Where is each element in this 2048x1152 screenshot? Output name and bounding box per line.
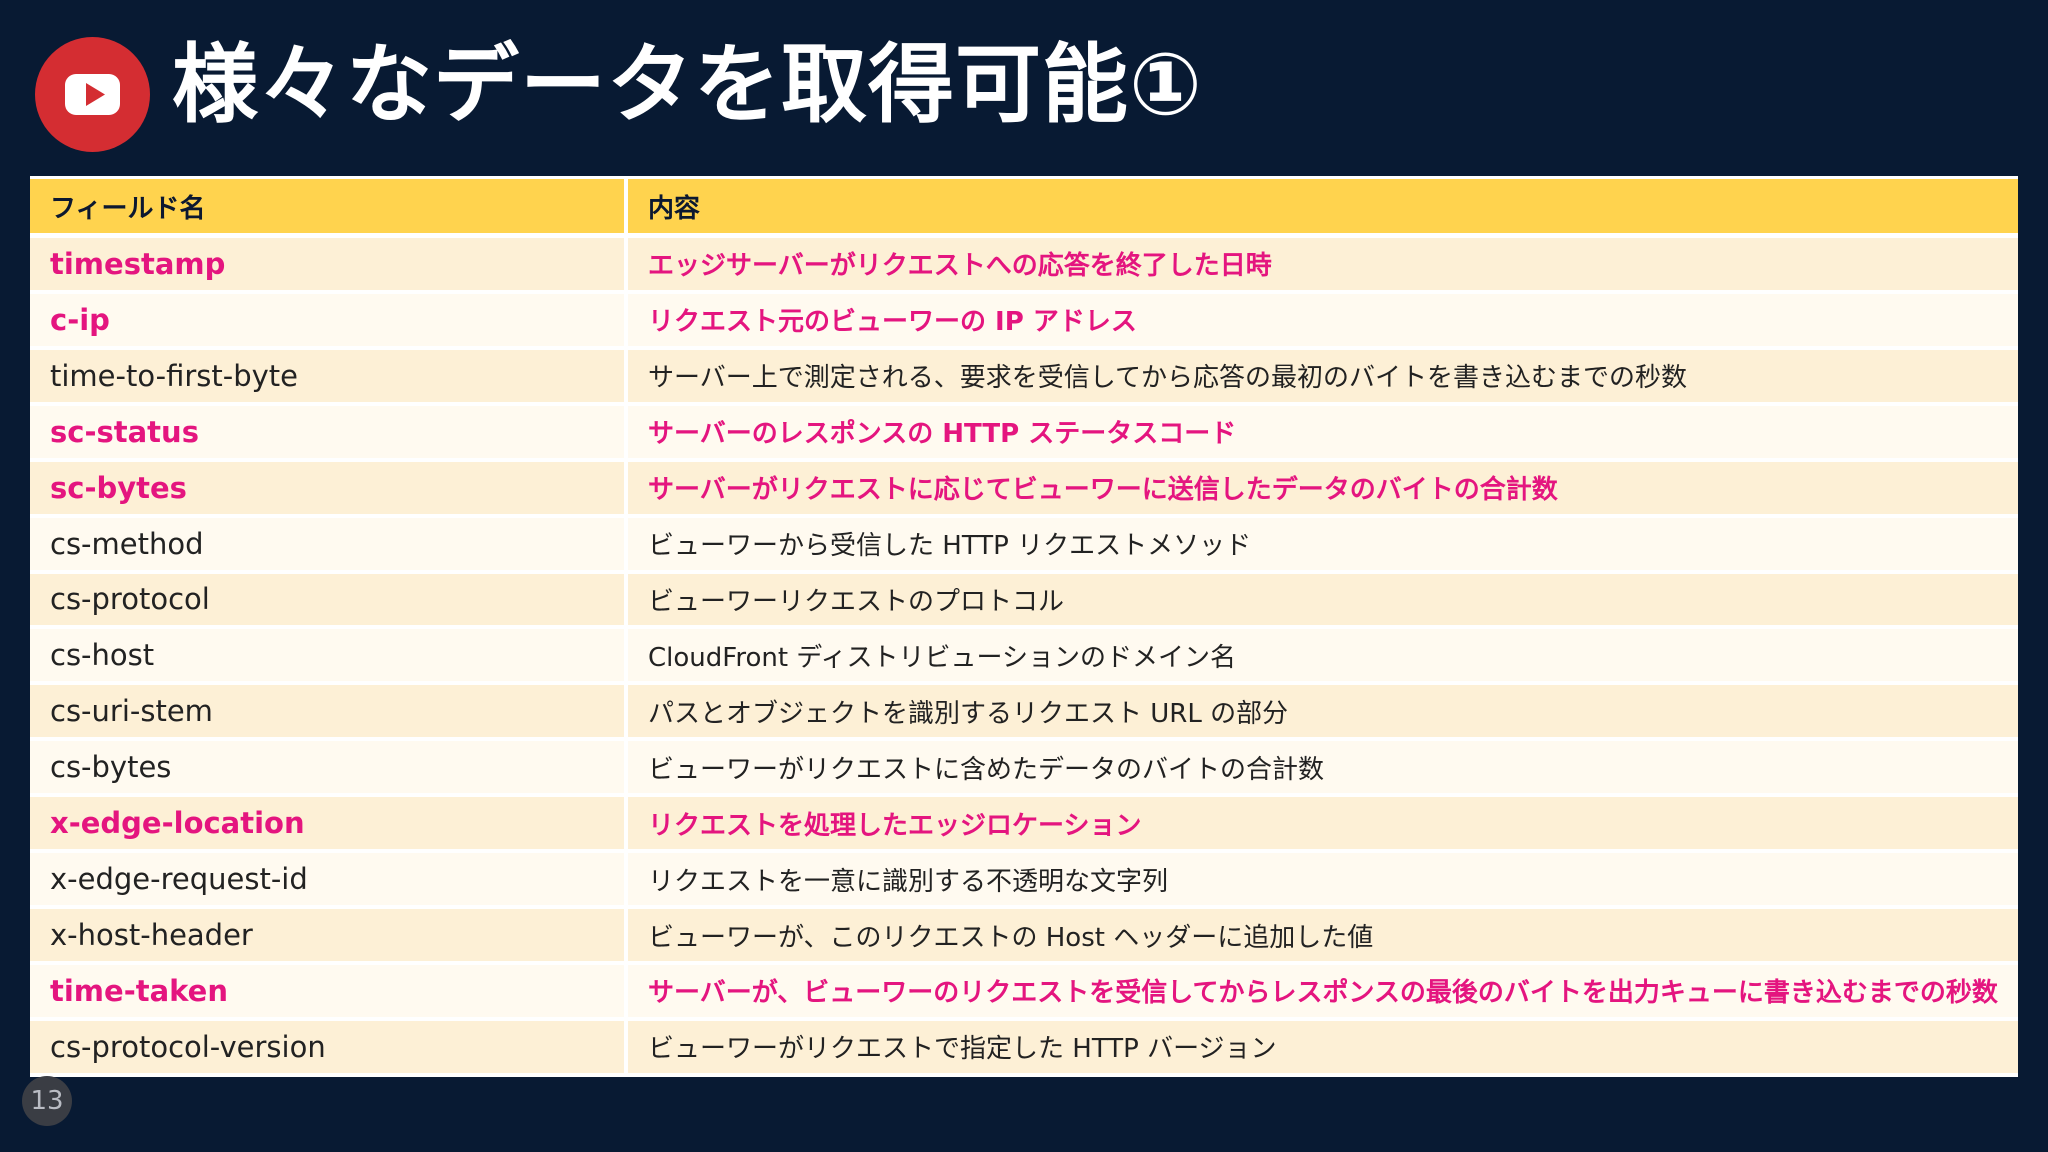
field-table: フィールド名 内容 timestamp エッジサーバーがリクエストへの応答を終了し… — [30, 176, 2018, 1077]
table-row: time-taken サーバーが、ビューワーのリクエストを受信してからレスポンスの… — [30, 964, 2018, 1021]
content-cell: エッジサーバーがリクエストへの応答を終了した日時 — [628, 238, 2018, 294]
field-name-cell: sc-status — [30, 405, 628, 462]
play-button-icon — [65, 74, 120, 115]
table-row: x-host-header ビューワーが、このリクエストの Host ヘッダーに追… — [30, 909, 2018, 965]
content-cell: リクエスト元のビューワーの IP アドレス — [628, 293, 2018, 350]
content-cell: ビューワーから受信した HTTP リクエストメソッド — [628, 517, 2018, 574]
header-field-name: フィールド名 — [30, 176, 628, 238]
content-cell: ビューワーがリクエストに含めたデータのバイトの合計数 — [628, 741, 2018, 798]
table-row: x-edge-request-id リクエストを一意に識別する不透明な文字列 — [30, 853, 2018, 910]
table-row: c-ip リクエスト元のビューワーの IP アドレス — [30, 293, 2018, 350]
field-name-cell: timestamp — [30, 238, 628, 294]
field-name-cell: cs-method — [30, 517, 628, 574]
content-cell: サーバー上で測定される、要求を受信してから応答の最初のバイトを書き込むまでの秒数 — [628, 349, 2018, 406]
table-row: time-to-first-byte サーバー上で測定される、要求を受信してから応… — [30, 349, 2018, 406]
content-cell: ビューワーリクエストのプロトコル — [628, 573, 2018, 630]
table-row: cs-bytes ビューワーがリクエストに含めたデータのバイトの合計数 — [30, 741, 2018, 798]
table-body: timestamp エッジサーバーがリクエストへの応答を終了した日時 c-ip リク… — [30, 238, 2018, 1077]
table-row: cs-method ビューワーから受信した HTTP リクエストメソッド — [30, 517, 2018, 574]
content-cell: ビューワーがリクエストで指定した HTTP バージョン — [628, 1020, 2018, 1077]
field-name-cell: cs-bytes — [30, 741, 628, 798]
field-name-cell: x-edge-location — [30, 797, 628, 854]
field-name-cell: cs-uri-stem — [30, 685, 628, 742]
field-name-cell: c-ip — [30, 293, 628, 350]
content-cell: リクエストを一意に識別する不透明な文字列 — [628, 853, 2018, 910]
content-cell: サーバーが、ビューワーのリクエストを受信してからレスポンスの最後のバイトを出力キ… — [628, 964, 2018, 1021]
page-number-badge: 13 — [22, 1076, 72, 1126]
content-cell: ビューワーが、このリクエストの Host ヘッダーに追加した値 — [628, 909, 2018, 965]
field-name-cell: cs-protocol-version — [30, 1020, 628, 1077]
slide-title: 様々なデータを取得可能① — [172, 35, 1203, 135]
field-name-cell: x-edge-request-id — [30, 853, 628, 910]
field-name-cell: x-host-header — [30, 909, 628, 965]
table-row: x-edge-location リクエストを処理したエッジロケーション — [30, 797, 2018, 854]
content-cell: サーバーのレスポンスの HTTP ステータスコード — [628, 405, 2018, 462]
table-row: timestamp エッジサーバーがリクエストへの応答を終了した日時 — [30, 238, 2018, 294]
content-cell: パスとオブジェクトを識別するリクエスト URL の部分 — [628, 685, 2018, 742]
header-content: 内容 — [628, 176, 2018, 238]
field-name-cell: time-to-first-byte — [30, 349, 628, 406]
table-row: cs-host CloudFront ディストリビューションのドメイン名 — [30, 629, 2018, 686]
field-name-cell: cs-protocol — [30, 573, 628, 630]
table-row: cs-uri-stem パスとオブジェクトを識別するリクエスト URL の部分 — [30, 685, 2018, 742]
field-table-container: フィールド名 内容 timestamp エッジサーバーがリクエストへの応答を終了し… — [30, 176, 2018, 1077]
table-row: sc-bytes サーバーがリクエストに応じてビューワーに送信したデータのバイトの… — [30, 461, 2018, 518]
table-row: cs-protocol ビューワーリクエストのプロトコル — [30, 573, 2018, 630]
field-name-cell: cs-host — [30, 629, 628, 686]
table-header-row: フィールド名 内容 — [30, 176, 2018, 238]
content-cell: サーバーがリクエストに応じてビューワーに送信したデータのバイトの合計数 — [628, 461, 2018, 518]
content-cell: リクエストを処理したエッジロケーション — [628, 797, 2018, 854]
field-name-cell: time-taken — [30, 964, 628, 1021]
content-cell: CloudFront ディストリビューションのドメイン名 — [628, 629, 2018, 686]
table-row: cs-protocol-version ビューワーがリクエストで指定した HTTP… — [30, 1020, 2018, 1077]
table-row: sc-status サーバーのレスポンスの HTTP ステータスコード — [30, 405, 2018, 462]
youtube-play-icon — [35, 37, 150, 152]
field-name-cell: sc-bytes — [30, 461, 628, 518]
